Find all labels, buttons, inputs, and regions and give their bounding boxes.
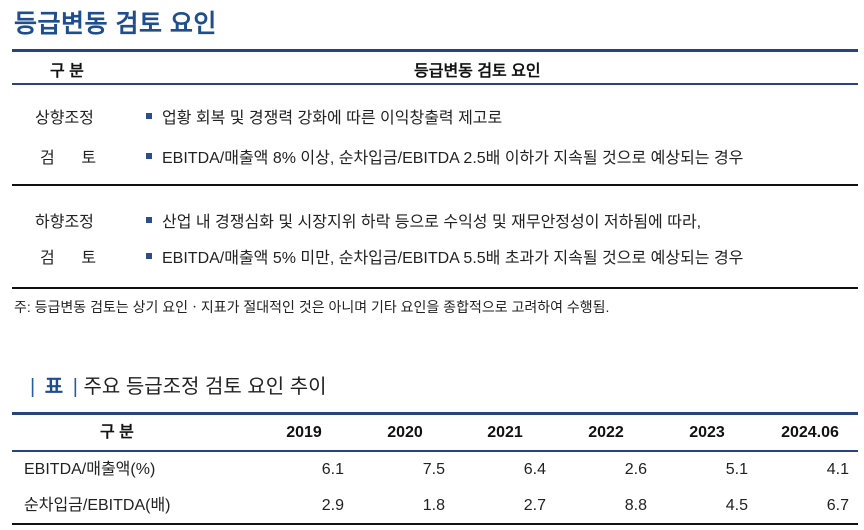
cell-value: 6.7 — [826, 497, 849, 514]
category-label: 하향조정 — [35, 214, 94, 231]
section-title: | 표 | 주요 등급조정 검토 요인 추이 — [30, 370, 327, 399]
header-year: 2019 — [286, 424, 322, 441]
bullet-text: 산업 내 경쟁심화 및 시장지위 하락 등으로 수익성 및 재무안정성이 저하됨… — [162, 214, 702, 231]
table-bottom-rule — [12, 523, 858, 525]
header-factors: 등급변동 검토 요인 — [414, 63, 541, 80]
cell-value: 2.6 — [624, 461, 647, 478]
category-label: 검 토 — [40, 250, 97, 267]
square-bullet-icon — [146, 217, 152, 223]
table-top-rule — [12, 412, 858, 415]
cell-value: 2.9 — [321, 497, 344, 514]
table-top-rule — [12, 49, 858, 52]
cell-value: 1.8 — [422, 497, 445, 514]
table-row: EBITDA/매출액(%) 6.1 7.5 6.4 2.6 5.1 4.1 — [12, 452, 858, 488]
cell-value: 5.1 — [725, 461, 748, 478]
footnote: 주: 등급변동 검토는 상기 요인ㆍ지표가 절대적인 것은 아니며 기타 요인을… — [14, 299, 610, 315]
section-tag: 표 — [44, 376, 64, 398]
category-label: 검 토 — [40, 150, 97, 167]
bullet-item: EBITDA/매출액 8% 이상, 순차입금/EBITDA 2.5배 이하가 지… — [146, 144, 743, 168]
cell-value: 8.8 — [624, 497, 647, 514]
bullet-item: 업황 회복 및 경쟁력 강화에 따른 이익창출력 제고로 — [146, 104, 502, 128]
row-label: EBITDA/매출액(%) — [24, 461, 156, 478]
row-label: 순차입금/EBITDA(배) — [24, 497, 171, 514]
header-year: 2023 — [689, 424, 725, 441]
header-year: 2020 — [387, 424, 423, 441]
bullet-item: EBITDA/매출액 5% 미만, 순차입금/EBITDA 5.5배 초과가 지… — [146, 244, 743, 268]
cell-value: 7.5 — [422, 461, 445, 478]
table-row: 순차입금/EBITDA(배) 2.9 1.8 2.7 8.8 4.5 6.7 — [12, 488, 858, 524]
table-header-row: 구 분 2019 2020 2021 2022 2023 2024.06 — [12, 415, 858, 451]
square-bullet-icon — [146, 113, 152, 119]
bullet-text: 업황 회복 및 경쟁력 강화에 따른 이익창출력 제고로 — [162, 110, 503, 127]
header-year: 2024.06 — [781, 424, 839, 441]
group-divider — [12, 184, 858, 186]
category-label: 상향조정 — [35, 110, 94, 127]
cell-value: 4.1 — [826, 461, 849, 478]
header-category: 구 분 — [100, 424, 134, 441]
square-bullet-icon — [146, 253, 152, 259]
header-year: 2021 — [487, 424, 523, 441]
cell-value: 2.7 — [523, 497, 546, 514]
section-bar-right: | — [72, 376, 78, 398]
section-bar-left: | — [30, 376, 36, 398]
header-year: 2022 — [588, 424, 624, 441]
bullet-text: EBITDA/매출액 8% 이상, 순차입금/EBITDA 2.5배 이하가 지… — [162, 150, 744, 167]
table-bottom-rule — [12, 287, 858, 289]
square-bullet-icon — [146, 153, 152, 159]
header-rule — [12, 83, 858, 85]
bullet-item: 산업 내 경쟁심화 및 시장지위 하락 등으로 수익성 및 재무안정성이 저하됨… — [146, 208, 701, 232]
header-rule — [12, 450, 858, 452]
bullet-text: EBITDA/매출액 5% 미만, 순차입금/EBITDA 5.5배 초과가 지… — [162, 250, 744, 267]
cell-value: 4.5 — [725, 497, 748, 514]
cell-value: 6.4 — [523, 461, 546, 478]
page-title: 등급변동 검토 요인 — [14, 10, 217, 38]
section-title-text: 주요 등급조정 검토 요인 추이 — [83, 376, 327, 398]
header-category: 구 분 — [50, 63, 84, 80]
cell-value: 6.1 — [321, 461, 344, 478]
